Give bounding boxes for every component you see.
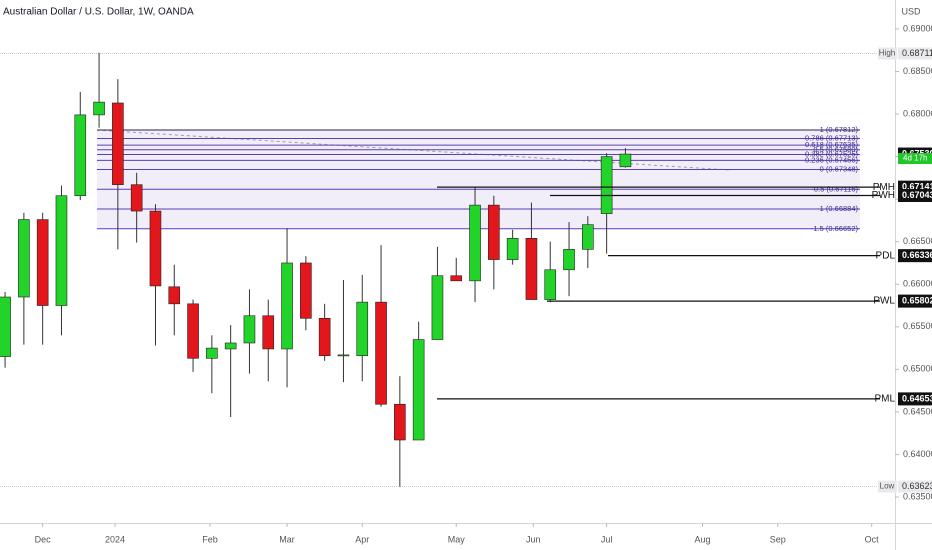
countdown: 4d 17h	[903, 154, 927, 163]
candle-body	[168, 286, 181, 305]
key-level-value: 0.66336	[902, 250, 932, 260]
chart-title: Australian Dollar / U.S. Dollar, 1W, OAN…	[3, 7, 194, 18]
candle-body	[300, 262, 312, 319]
fib-label: 0.5 (0.67580)	[813, 145, 858, 154]
key-level-name: PMH	[873, 182, 895, 193]
key-level-value: 0.65802	[902, 295, 932, 305]
fib-label: 0.618 (0.67635)	[805, 140, 858, 149]
fib-label: -1 (0.66884)	[817, 204, 858, 213]
extreme-box	[898, 480, 932, 493]
key-level-box	[898, 294, 932, 308]
fib-label: 0.236 (0.67456)	[805, 155, 858, 164]
key-level-value: 0.67141	[902, 182, 932, 192]
candle-body	[544, 269, 557, 300]
candle-body	[36, 219, 49, 306]
extreme-name-box	[878, 480, 897, 493]
x-tick-label: Jun	[526, 534, 541, 544]
candle-body	[600, 156, 613, 214]
candle-body	[74, 114, 87, 197]
x-tick-label: May	[448, 534, 466, 544]
candle-body	[206, 347, 218, 359]
x-tick-label: Dec	[35, 534, 52, 544]
candle-body	[262, 315, 275, 350]
candle-body	[18, 219, 30, 298]
candle-body	[337, 354, 350, 357]
candle-body	[112, 102, 124, 185]
fib-label: -1.5 (0.66652)	[811, 224, 859, 233]
candle-body	[281, 262, 293, 350]
fib-label: 0 (0.67348)	[820, 165, 859, 174]
candle-body	[149, 210, 162, 287]
y-tick-label: 0.69000	[903, 23, 932, 33]
key-level-box	[898, 188, 932, 202]
candle-body	[563, 249, 575, 271]
candle-body	[243, 315, 256, 344]
extreme-name: Low	[880, 482, 895, 491]
x-tick-label: 2024	[105, 534, 125, 544]
fib-label: -0.5 (0.67116)	[811, 184, 858, 193]
x-tick-label: Aug	[694, 534, 710, 544]
key-level-name: PDL	[876, 250, 896, 261]
candle-body	[187, 303, 199, 359]
extreme-value: 0.68711	[902, 48, 932, 58]
candle-body	[375, 301, 387, 405]
x-tick-label: Oct	[865, 534, 880, 544]
x-tick-label: Jul	[601, 534, 613, 544]
candle-body	[619, 153, 632, 168]
candle-body	[506, 237, 519, 260]
key-level-name: PWL	[873, 296, 895, 307]
extreme-box	[898, 47, 932, 60]
candle-body	[431, 275, 444, 340]
countdown-box	[898, 153, 932, 165]
x-tick-label: Mar	[279, 534, 295, 544]
x-tick-label: Sep	[770, 534, 786, 544]
key-level-value: 0.67043	[902, 190, 932, 200]
key-level-name: PWH	[872, 190, 895, 201]
x-tick-label: Apr	[355, 534, 369, 544]
currency-label: USD	[901, 6, 921, 16]
key-level-box	[898, 249, 932, 263]
fib-label: 0.382 (0.67525)	[805, 149, 858, 158]
candle-body	[224, 342, 237, 350]
key-level-name: PML	[874, 394, 895, 405]
candle-body	[450, 275, 463, 282]
key-level-box	[898, 392, 932, 406]
candle-body	[93, 101, 105, 116]
candle-body	[0, 296, 11, 357]
extreme-name: High	[879, 49, 895, 58]
extreme-name-box	[878, 47, 897, 60]
candle-body	[318, 317, 331, 357]
candle-body	[356, 301, 369, 357]
candle-body	[488, 204, 500, 260]
fib-label: 1 (0.67812)	[820, 125, 859, 134]
candle-body	[469, 204, 481, 282]
candle-body	[394, 403, 406, 441]
candle-body	[412, 339, 425, 441]
x-tick-label: Feb	[202, 534, 218, 544]
candle-body	[130, 184, 143, 212]
candle-body	[55, 195, 68, 306]
candle-body	[525, 237, 538, 300]
fib-label: 0.786 (0.67713)	[805, 133, 858, 142]
extreme-value: 0.63623	[902, 481, 932, 491]
key-level-value: 0.64653	[902, 393, 932, 403]
candle-body	[582, 224, 594, 250]
